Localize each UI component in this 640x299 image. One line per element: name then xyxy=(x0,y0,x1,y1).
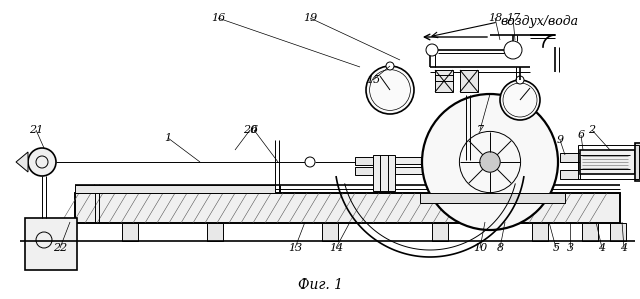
Bar xyxy=(420,193,565,203)
Circle shape xyxy=(422,94,558,230)
Text: 4: 4 xyxy=(598,243,605,253)
Bar xyxy=(635,143,640,181)
Text: 6: 6 xyxy=(250,125,257,135)
Circle shape xyxy=(28,148,56,176)
Circle shape xyxy=(500,80,540,120)
Text: 16: 16 xyxy=(211,13,225,23)
Text: 13: 13 xyxy=(288,243,302,253)
Text: 21: 21 xyxy=(29,125,43,135)
Text: воздух/вода: воздух/вода xyxy=(500,16,578,28)
Text: 1: 1 xyxy=(164,133,172,143)
Circle shape xyxy=(426,44,438,56)
Circle shape xyxy=(386,62,394,70)
Bar xyxy=(122,223,138,241)
Bar xyxy=(75,185,275,193)
Text: 10: 10 xyxy=(473,243,487,253)
Text: 14: 14 xyxy=(329,243,343,253)
Text: 20: 20 xyxy=(243,125,257,135)
Bar xyxy=(460,70,478,92)
Text: 7: 7 xyxy=(476,125,484,135)
Text: 3: 3 xyxy=(566,243,573,253)
Bar xyxy=(207,223,223,241)
Text: 18: 18 xyxy=(488,13,502,23)
Bar xyxy=(582,223,598,241)
Bar xyxy=(560,153,580,162)
Bar xyxy=(395,167,450,174)
Circle shape xyxy=(366,66,414,114)
Bar xyxy=(25,218,77,270)
Bar xyxy=(355,157,373,165)
Bar xyxy=(560,170,580,179)
Text: 22: 22 xyxy=(53,243,67,253)
Bar xyxy=(75,193,620,223)
Circle shape xyxy=(305,157,315,167)
Bar xyxy=(322,223,338,241)
Text: 5: 5 xyxy=(552,243,559,253)
Bar xyxy=(532,223,548,241)
Text: 6: 6 xyxy=(577,130,584,140)
Circle shape xyxy=(504,41,522,59)
Text: 2: 2 xyxy=(588,125,596,135)
Polygon shape xyxy=(16,152,28,172)
Text: 15: 15 xyxy=(366,75,380,85)
Circle shape xyxy=(516,76,524,84)
Text: 19: 19 xyxy=(303,13,317,23)
Text: 9: 9 xyxy=(556,135,564,145)
Text: 4: 4 xyxy=(620,243,628,253)
Bar xyxy=(580,150,635,174)
Text: 8: 8 xyxy=(497,243,504,253)
Bar xyxy=(578,145,639,179)
Text: Фиг. 1: Фиг. 1 xyxy=(298,278,342,292)
Text: 17: 17 xyxy=(506,13,520,23)
Bar xyxy=(435,75,453,81)
Bar xyxy=(355,167,373,175)
Bar xyxy=(395,157,450,164)
Bar xyxy=(435,70,453,92)
Bar xyxy=(373,155,395,191)
Bar xyxy=(610,223,626,241)
Bar xyxy=(432,223,448,241)
Circle shape xyxy=(480,152,500,172)
Bar xyxy=(75,193,620,223)
